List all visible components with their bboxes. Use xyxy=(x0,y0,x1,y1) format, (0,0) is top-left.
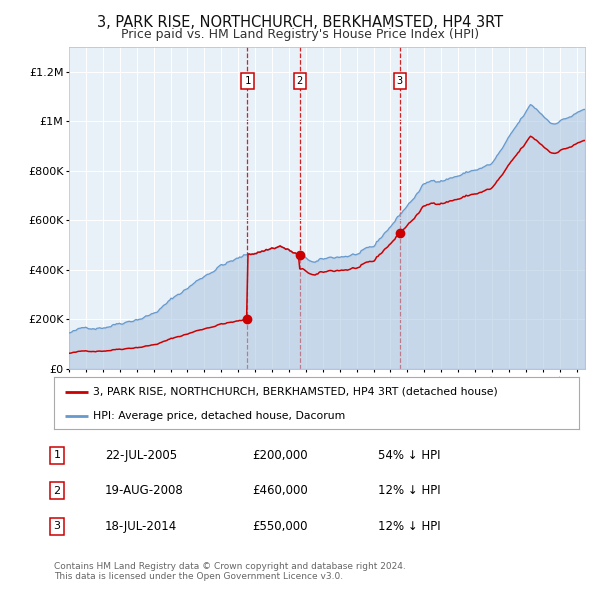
Text: 3: 3 xyxy=(53,522,61,531)
Text: 2: 2 xyxy=(296,76,303,86)
Text: £200,000: £200,000 xyxy=(252,449,308,462)
Text: 3, PARK RISE, NORTHCHURCH, BERKHAMSTED, HP4 3RT: 3, PARK RISE, NORTHCHURCH, BERKHAMSTED, … xyxy=(97,15,503,30)
Text: 1: 1 xyxy=(244,76,251,86)
Text: 1: 1 xyxy=(53,451,61,460)
Text: 54% ↓ HPI: 54% ↓ HPI xyxy=(378,449,440,462)
Text: Price paid vs. HM Land Registry's House Price Index (HPI): Price paid vs. HM Land Registry's House … xyxy=(121,28,479,41)
Text: 12% ↓ HPI: 12% ↓ HPI xyxy=(378,520,440,533)
Text: 3, PARK RISE, NORTHCHURCH, BERKHAMSTED, HP4 3RT (detached house): 3, PARK RISE, NORTHCHURCH, BERKHAMSTED, … xyxy=(94,386,498,396)
Text: HPI: Average price, detached house, Dacorum: HPI: Average price, detached house, Daco… xyxy=(94,411,346,421)
Text: Contains HM Land Registry data © Crown copyright and database right 2024.
This d: Contains HM Land Registry data © Crown c… xyxy=(54,562,406,581)
Text: 22-JUL-2005: 22-JUL-2005 xyxy=(105,449,177,462)
Text: 12% ↓ HPI: 12% ↓ HPI xyxy=(378,484,440,497)
Text: 19-AUG-2008: 19-AUG-2008 xyxy=(105,484,184,497)
Text: 3: 3 xyxy=(397,76,403,86)
Text: 2: 2 xyxy=(53,486,61,496)
Text: £550,000: £550,000 xyxy=(252,520,308,533)
Text: 18-JUL-2014: 18-JUL-2014 xyxy=(105,520,177,533)
Text: £460,000: £460,000 xyxy=(252,484,308,497)
